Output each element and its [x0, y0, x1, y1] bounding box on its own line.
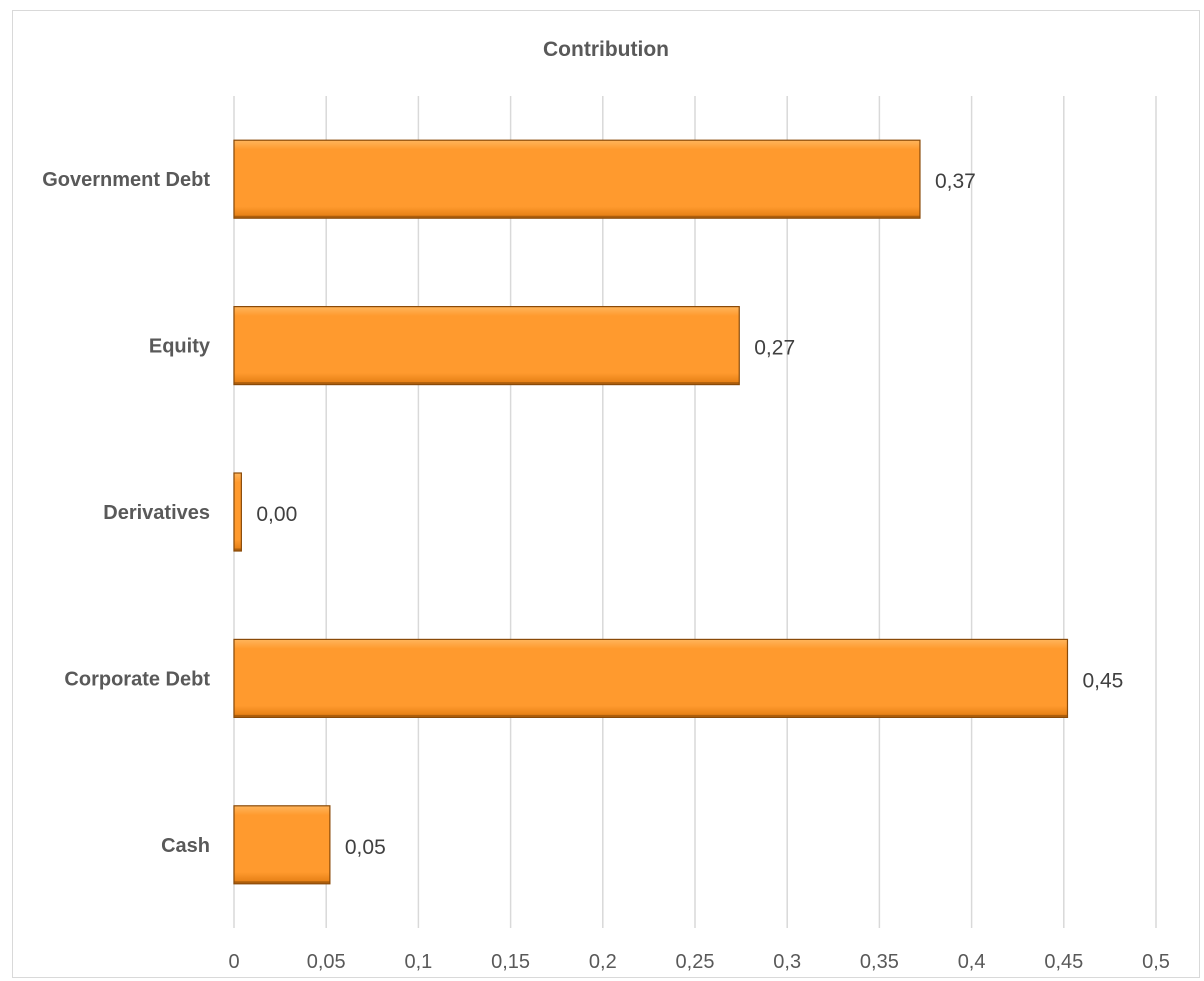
- x-tick-label-6: 0,3: [773, 951, 801, 973]
- bar-0: [233, 139, 921, 219]
- x-tick-label-2: 0,1: [404, 951, 432, 973]
- x-tick-label-0: 0: [228, 951, 239, 973]
- x-tick-label-5: 0,25: [676, 951, 715, 973]
- chart-title: Contribution: [543, 38, 669, 61]
- gridlines: [233, 96, 1157, 928]
- x-tick-label-9: 0,45: [1044, 951, 1083, 973]
- x-tick-label-8: 0,4: [958, 951, 986, 973]
- bar-2: [233, 472, 242, 552]
- data-labels: 0,37 0,27 0,00 0,45 0,05: [256, 170, 1123, 859]
- bars: [233, 139, 1069, 885]
- data-label-4: 0,05: [345, 836, 386, 859]
- category-labels: Government Debt Equity Derivatives Corporat…: [42, 169, 211, 857]
- category-label-2: Derivatives: [103, 502, 210, 524]
- bar-3: [233, 638, 1069, 719]
- x-tick-label-10: 0,5: [1142, 951, 1170, 973]
- data-label-0: 0,37: [935, 170, 976, 193]
- data-label-3: 0,45: [1082, 669, 1123, 692]
- x-axis-tick-labels: 0 0,05 0,1 0,15 0,2 0,25 0,3 0,35 0,4 0,45 0,5: [228, 951, 1169, 973]
- category-label-1: Equity: [149, 336, 211, 358]
- bar-1: [233, 306, 740, 386]
- data-label-1: 0,27: [754, 337, 795, 360]
- x-tick-label-4: 0,2: [589, 951, 617, 973]
- data-label-2: 0,00: [256, 503, 297, 526]
- category-label-4: Cash: [161, 835, 210, 857]
- bar-4: [233, 805, 331, 885]
- category-label-0: Government Debt: [42, 169, 210, 191]
- category-label-3: Corporate Debt: [64, 668, 210, 690]
- x-tick-label-3: 0,15: [491, 951, 530, 973]
- x-tick-label-7: 0,35: [860, 951, 899, 973]
- x-tick-label-1: 0,05: [307, 951, 346, 973]
